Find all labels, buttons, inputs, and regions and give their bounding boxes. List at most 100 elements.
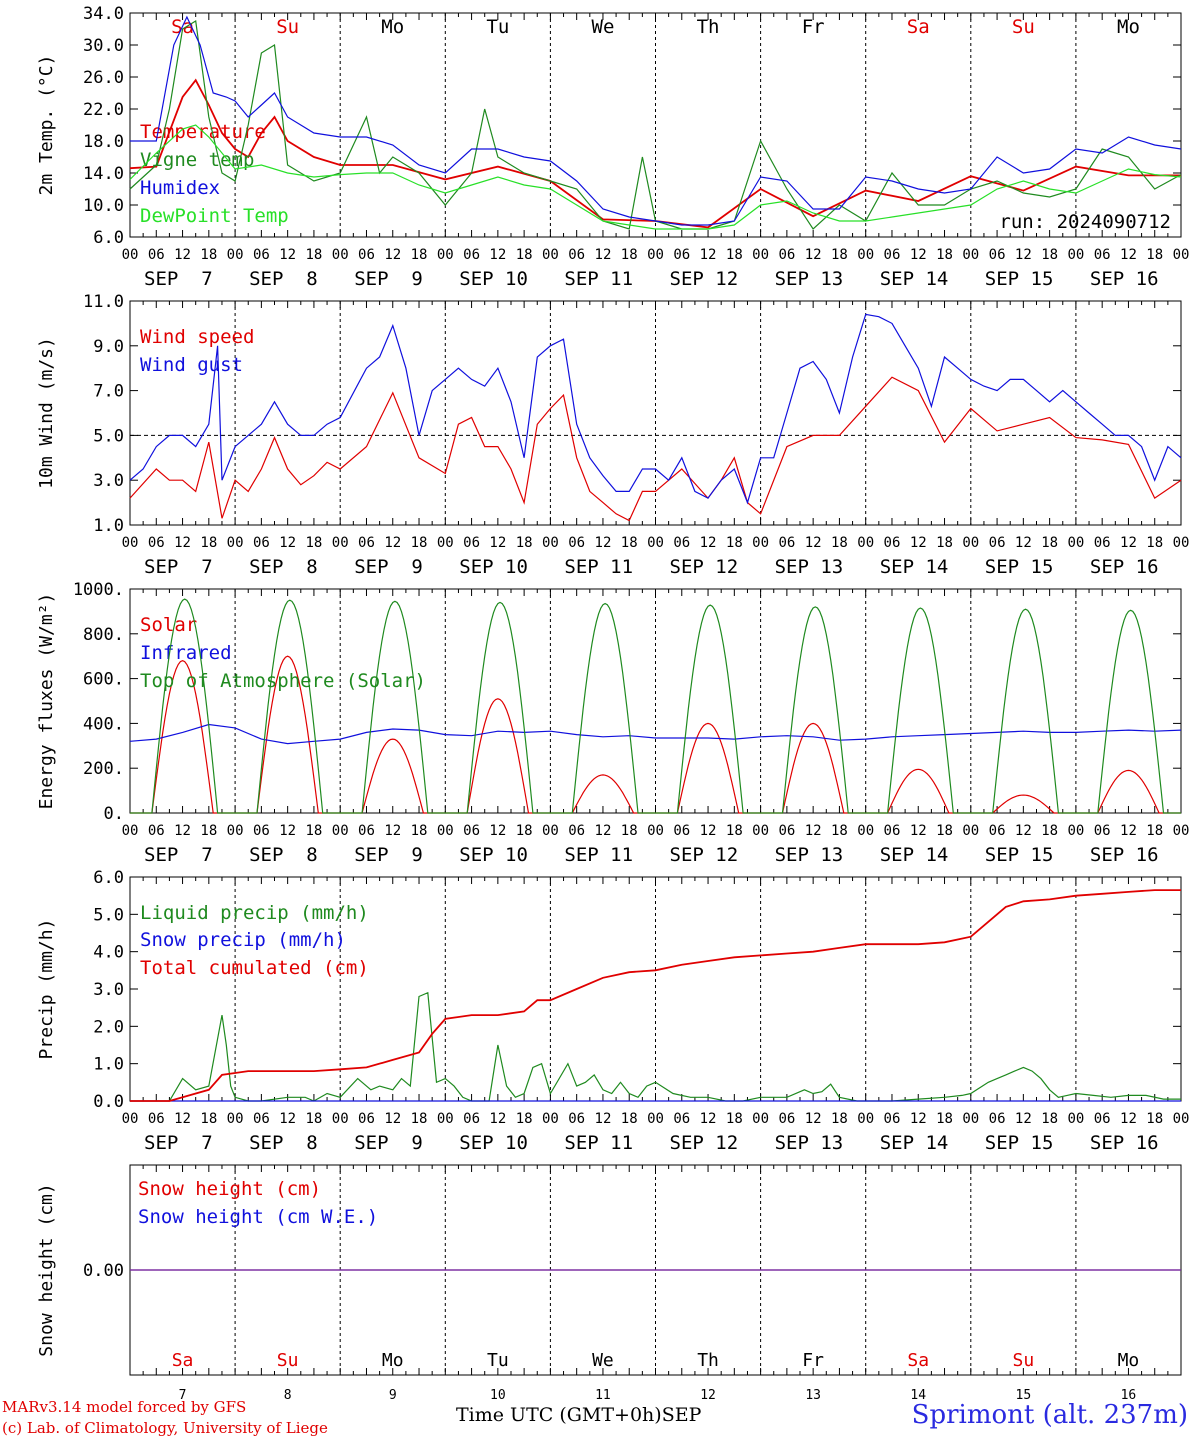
hour-tick-label: 18 [936, 1111, 953, 1127]
date-label: SEP 11 [564, 556, 633, 578]
hour-tick-label: 00 [647, 247, 664, 263]
weekday-label: Sa [172, 1350, 194, 1371]
hour-tick-label: 12 [805, 535, 822, 551]
weekday-label: Fr [802, 16, 825, 38]
hour-tick-label: 06 [884, 247, 901, 263]
hour-tick-label: 06 [358, 535, 375, 551]
hour-tick-label: 12 [910, 535, 927, 551]
date-label: SEP 8 [249, 844, 318, 866]
hour-tick-label: 18 [1041, 823, 1058, 839]
hour-tick-label: 00 [437, 823, 454, 839]
hour-tick-label: 18 [516, 823, 533, 839]
weekday-label: Mo [1118, 1350, 1140, 1371]
hour-tick-label: 06 [989, 535, 1006, 551]
date-label: SEP 16 [1090, 268, 1159, 290]
weekday-label: Tu [486, 16, 509, 38]
hour-tick-label: 06 [253, 247, 270, 263]
date-label: SEP 12 [670, 556, 739, 578]
date-label: SEP 9 [354, 844, 423, 866]
hour-tick-label: 00 [542, 247, 559, 263]
date-label: SEP 10 [459, 268, 528, 290]
hour-tick-label: 00 [332, 823, 349, 839]
hour-tick-label: 00 [752, 247, 769, 263]
hour-tick-label: 12 [489, 247, 506, 263]
weekday-label: Th [697, 16, 720, 38]
legend-entry: Vigne temp [140, 149, 254, 171]
hour-tick-label: 12 [174, 1111, 191, 1127]
y-tick-label: 6.0 [93, 868, 124, 888]
hour-tick-label: 00 [1173, 823, 1190, 839]
panel-frame-energy [129, 588, 1182, 814]
hour-tick-label: 00 [122, 823, 139, 839]
hour-tick-label: 18 [726, 247, 743, 263]
hour-tick-label: 00 [1067, 247, 1084, 263]
day-number-label: 15 [1016, 1388, 1032, 1403]
legend-entry: Top of Atmosphere (Solar) [140, 670, 426, 692]
date-label: SEP 11 [564, 1132, 633, 1154]
y-tick-label: 400. [83, 714, 124, 734]
hour-tick-label: 18 [1041, 247, 1058, 263]
hour-tick-label: 00 [857, 1111, 874, 1127]
hour-tick-label: 12 [489, 823, 506, 839]
hour-tick-label: 06 [463, 247, 480, 263]
weekday-label: Mo [381, 16, 404, 38]
date-label: SEP 11 [564, 268, 633, 290]
date-label: SEP 14 [880, 268, 949, 290]
day-number-label: 13 [805, 1388, 821, 1403]
hour-tick-label: 12 [1015, 247, 1032, 263]
y-axis-label: Snow height (cm) [36, 1183, 57, 1356]
y-tick-label: 7.0 [93, 382, 124, 402]
legend-entry: Snow height (cm W.E.) [138, 1206, 378, 1228]
hour-tick-label: 18 [1146, 1111, 1163, 1127]
station-name: Sprimont (alt. 237m) [911, 1400, 1188, 1430]
hour-tick-label: 18 [411, 823, 428, 839]
hour-tick-label: 12 [1015, 823, 1032, 839]
hour-tick-label: 00 [1173, 247, 1190, 263]
y-tick-label: 0.0 [93, 1092, 124, 1112]
date-label: SEP 14 [880, 556, 949, 578]
date-label: SEP 15 [985, 1132, 1054, 1154]
y-tick-label: 5.0 [93, 905, 124, 925]
date-label: SEP 14 [880, 1132, 949, 1154]
y-tick-label: 1.0 [93, 1055, 124, 1075]
panel-frame-2m-temp [129, 12, 1182, 238]
weekday-label: Mo [382, 1350, 404, 1371]
hour-tick-label: 18 [1041, 535, 1058, 551]
hour-tick-label: 00 [437, 247, 454, 263]
hour-tick-label: 18 [200, 535, 217, 551]
hour-tick-label: 00 [1067, 823, 1084, 839]
weekday-label: Su [1013, 1350, 1035, 1371]
y-tick-label: 22.0 [83, 100, 124, 120]
hour-tick-label: 00 [1067, 1111, 1084, 1127]
date-label: SEP 7 [144, 556, 213, 578]
weekday-label: Su [1012, 16, 1035, 38]
hour-tick-label: 00 [1067, 535, 1084, 551]
hour-tick-label: 18 [831, 823, 848, 839]
legend-entry: Snow height (cm) [138, 1178, 321, 1200]
hour-tick-label: 18 [621, 1111, 638, 1127]
date-label: SEP 9 [354, 1132, 423, 1154]
date-label: SEP 13 [775, 268, 844, 290]
hour-tick-label: 12 [384, 247, 401, 263]
hour-tick-label: 18 [305, 535, 322, 551]
hour-tick-label: 12 [595, 823, 612, 839]
hour-tick-label: 06 [253, 1111, 270, 1127]
day-number-label: 7 [179, 1388, 187, 1403]
date-label: SEP 8 [249, 556, 318, 578]
hour-tick-label: 12 [805, 1111, 822, 1127]
date-label: SEP 16 [1090, 1132, 1159, 1154]
hour-tick-label: 12 [174, 247, 191, 263]
hour-tick-label: 06 [568, 1111, 585, 1127]
weekday-label: Su [276, 16, 299, 38]
date-label: SEP 9 [354, 556, 423, 578]
hour-tick-label: 18 [831, 1111, 848, 1127]
y-tick-label: 1000. [73, 580, 124, 600]
day-number-label: 10 [490, 1388, 506, 1403]
hour-tick-label: 18 [1146, 247, 1163, 263]
hour-tick-label: 12 [910, 1111, 927, 1127]
hour-tick-label: 06 [463, 535, 480, 551]
hour-tick-label: 18 [726, 535, 743, 551]
hour-tick-label: 00 [647, 823, 664, 839]
hour-tick-label: 18 [305, 823, 322, 839]
y-tick-label: 6.0 [93, 228, 124, 248]
